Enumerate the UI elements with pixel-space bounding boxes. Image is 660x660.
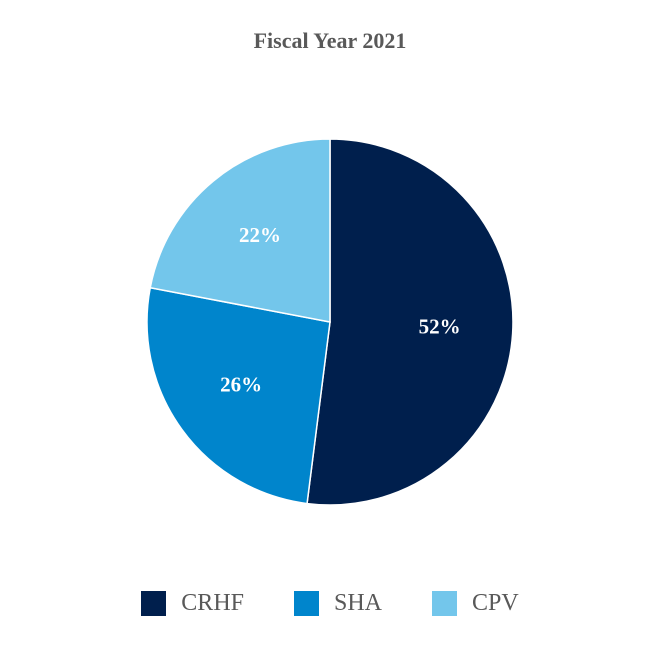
slice-label-sha: 26% bbox=[220, 372, 262, 396]
legend-swatch-sha bbox=[294, 591, 319, 616]
legend-label-sha: SHA bbox=[334, 590, 383, 616]
legend-item-cpv: CPV bbox=[432, 590, 519, 617]
pie-labels: 52% 26% 22% bbox=[220, 223, 460, 396]
pie-slice-crhf bbox=[306, 138, 514, 506]
legend-swatch-cpv bbox=[432, 591, 458, 616]
slice-label-crhf: 52% bbox=[419, 315, 461, 339]
pie-slices bbox=[146, 138, 514, 506]
legend-label-cpv: CPV bbox=[472, 590, 519, 616]
pie-slice-cpv bbox=[149, 138, 331, 323]
legend-swatch-crhf bbox=[141, 591, 167, 616]
legend: CRHF SHA CPV bbox=[0, 590, 660, 617]
legend-item-sha: SHA bbox=[294, 590, 382, 617]
slice-label-cpv: 22% bbox=[239, 223, 281, 247]
legend-item-crhf: CRHF bbox=[141, 590, 244, 617]
pie-slice-sha bbox=[146, 286, 331, 505]
chart-title: Fiscal Year 2021 bbox=[253, 28, 407, 53]
legend-label-crhf: CRHF bbox=[181, 590, 244, 616]
